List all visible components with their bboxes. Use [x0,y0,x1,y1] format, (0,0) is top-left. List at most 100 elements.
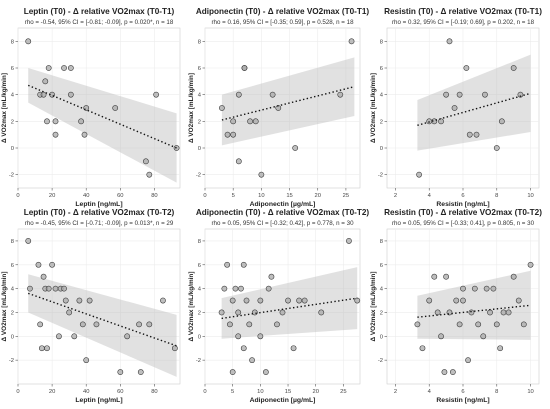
y-tick-label: 8 [198,39,201,45]
data-point [44,118,50,125]
x-tick-label: 2 [394,193,397,199]
x-axis-label: Resistin [ng/mL] [436,397,489,404]
data-point [52,285,59,292]
data-point [438,333,444,340]
y-tick-label: 0 [380,334,383,340]
panel-title: Resistin (T0) - Δ relative VO2max (T0-T2… [384,208,542,217]
x-tick-label: 60 [117,193,123,199]
x-tick-label: 0 [16,389,19,395]
data-point [456,321,463,328]
x-tick-label: 0 [203,193,206,199]
panel-title: Leptin (T0) - Δ relative VO2max (T0-T2) [24,208,175,217]
data-point [44,345,50,352]
x-axis-label: Leptin [ng/mL] [75,201,122,208]
data-point [224,131,231,138]
data-point [173,145,180,151]
y-tick-label: 6 [198,66,201,72]
y-tick-label: 0 [198,146,201,152]
y-tick-label: 2 [198,119,201,125]
y-tick-label: -2 [9,173,14,179]
x-tick-label: 10 [527,389,533,395]
data-point [510,273,517,280]
data-point [93,321,100,328]
data-point [42,78,49,85]
data-point [468,309,475,316]
confidence-band [417,270,531,340]
data-point [460,285,466,292]
data-point [224,261,231,268]
regression-line [27,84,177,149]
regression-line [221,297,358,320]
panel-5: Adiponectin (T0) - Δ relative VO2max (T0… [188,208,369,404]
data-point [62,297,69,304]
data-point [124,333,131,340]
panel-6: Resistin (T0) - Δ relative VO2max (T0-T2… [370,208,542,404]
data-point [416,171,422,178]
x-tick-label: 2 [394,389,397,395]
panel-title: Resistin (T0) - Δ relative VO2max (T0-T1… [384,7,542,16]
x-tick-label: 20 [312,389,318,395]
x-tick-label: 8 [495,389,498,395]
data-point [142,158,149,165]
data-point [235,333,242,340]
data-point [483,285,490,292]
panel-subtitle: rho = -0.45, 95% CI = [-0.71; -0.09], p … [25,220,174,227]
x-tick-label: 0 [16,193,19,199]
data-point [475,321,482,328]
data-point [56,333,62,340]
y-axis-label: Δ VO2max [mL/kg/min] [370,272,377,342]
data-point [40,91,47,98]
x-tick-label: 10 [257,389,263,395]
x-tick-label: 0 [203,389,206,395]
x-tick-label: 6 [461,193,464,199]
data-point [466,131,473,138]
y-tick-label: 2 [380,310,383,316]
data-point [35,261,42,268]
data-point [449,369,456,375]
y-tick-label: 2 [11,310,14,316]
y-tick-label: 0 [11,334,14,340]
data-point [243,297,250,304]
data-point [241,65,248,71]
data-point [83,357,90,364]
data-point [227,321,233,328]
y-tick-label: 4 [11,287,15,293]
data-point [247,118,253,125]
y-tick-label: -2 [378,173,383,179]
data-point [426,297,433,304]
data-point [290,345,297,352]
data-point [240,345,247,352]
data-point [274,321,280,328]
data-point [112,105,119,111]
y-tick-label: 0 [198,334,201,340]
y-axis-label: Δ VO2max [mL/kg/min] [1,73,8,143]
data-point [38,345,45,352]
y-tick-label: 4 [198,287,202,293]
y-tick-label: 8 [380,239,383,245]
data-point [318,309,325,316]
x-tick-label: 80 [151,193,157,199]
data-point [249,357,255,364]
data-point [471,285,478,292]
y-tick-label: 8 [11,39,14,45]
data-point [414,321,421,328]
data-point [61,65,67,71]
y-tick-label: -2 [196,358,201,364]
data-point [301,297,308,304]
y-tick-label: 4 [380,93,384,99]
data-point [252,118,259,125]
data-point [137,369,144,375]
y-tick-label: 4 [198,93,202,99]
data-point [487,309,493,316]
y-axis-label: Δ VO2max [mL/kg/min] [370,73,377,143]
panel-subtitle: rho = 0.05, 95% CI = [-0.32; 0.42], p = … [211,220,354,227]
data-point [235,91,242,98]
plot-area [204,27,361,189]
confidence-band [28,68,177,183]
y-tick-label: 2 [380,119,383,125]
y-tick-label: 6 [11,66,14,72]
panel-subtitle: rho = 0.32, 95% CI = [-0.19; 0.69], p = … [392,19,535,26]
x-axis-label: Leptin [ng/mL] [75,397,122,404]
x-tick-label: 10 [258,193,264,199]
